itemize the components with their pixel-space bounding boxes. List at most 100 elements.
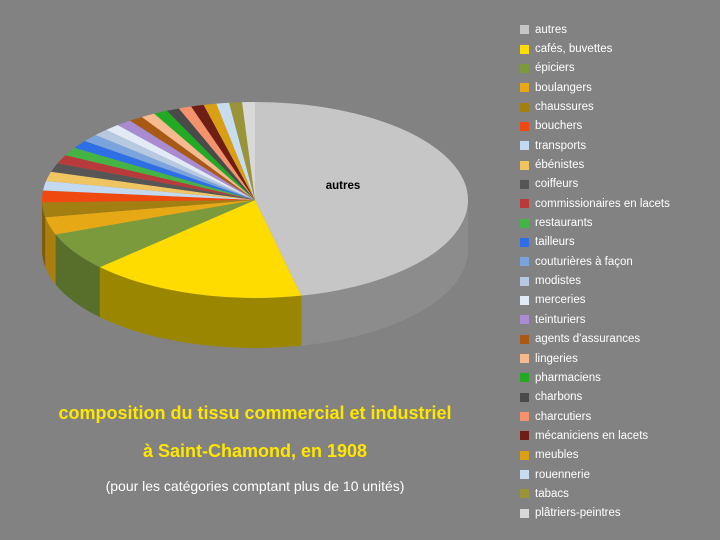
slice-side-boulangers	[45, 217, 56, 285]
legend-label: charcutiers	[535, 410, 592, 423]
slice-charcutiers	[178, 106, 255, 200]
legend-swatch	[520, 141, 529, 151]
legend-swatch	[520, 218, 529, 228]
legend-item-couturieres-a-facon: couturières à façon	[520, 252, 715, 271]
legend-label: teinturiers	[535, 313, 586, 326]
legend: autres cafés, buvettes épiciers boulangers c…	[520, 20, 715, 523]
slice-modistes	[95, 129, 256, 200]
slice-label-autres: autres	[326, 180, 361, 192]
legend-label: autres	[535, 23, 567, 36]
legend-item-platriers-peintres: plâtriers-peintres	[520, 504, 715, 523]
slice-boulangers	[45, 200, 255, 235]
slice-tabacs	[229, 102, 255, 200]
legend-label: tailleurs	[535, 236, 575, 249]
legend-item-merceries: merceries	[520, 291, 715, 310]
legend-label: cafés, buvettes	[535, 43, 613, 56]
legend-swatch	[520, 121, 529, 131]
legend-label: bouchers	[535, 120, 583, 133]
legend-item-tabacs: tabacs	[520, 484, 715, 503]
legend-swatch	[520, 431, 529, 441]
slice-cafes-buvettes	[99, 200, 302, 298]
legend-swatch	[520, 354, 529, 364]
slice-platriers-peintres	[242, 102, 255, 200]
legend-swatch	[520, 508, 529, 518]
legend-label: tabacs	[535, 487, 569, 500]
slice-tailleurs	[74, 141, 255, 200]
legend-swatch	[520, 315, 529, 325]
legend-label: mécaniciens en lacets	[535, 429, 649, 442]
slice-couturieres-a-facon	[84, 135, 255, 200]
legend-swatch	[520, 257, 529, 267]
slice-autres	[255, 102, 468, 296]
legend-label: charbons	[535, 391, 583, 404]
legend-item-transports: transports	[520, 136, 715, 155]
legend-item-chaussures: chaussures	[520, 97, 715, 116]
legend-swatch	[520, 83, 529, 93]
legend-item-autres: autres	[520, 20, 715, 39]
legend-swatch	[520, 199, 529, 209]
legend-swatch	[520, 25, 529, 35]
legend-item-lingeries: lingeries	[520, 349, 715, 368]
legend-item-agents-d-assurances: agents d'assurances	[520, 330, 715, 349]
chart-title-line2: à Saint-Chamond, en 1908	[142, 441, 368, 461]
legend-item-tailleurs: tailleurs	[520, 233, 715, 252]
legend-label: meubles	[535, 449, 579, 462]
legend-item-bouchers: bouchers	[520, 117, 715, 136]
legend-label: boulangers	[535, 81, 592, 94]
legend-label: transports	[535, 139, 587, 152]
legend-label: coiffeurs	[535, 178, 579, 191]
slice-pharmaciens	[154, 110, 255, 200]
legend-item-charbons: charbons	[520, 388, 715, 407]
slice-epiciers	[55, 200, 255, 268]
legend-item-boulangers: boulangers	[520, 78, 715, 97]
slice-mecaniciens-en-lacets	[191, 104, 255, 200]
legend-item-commissionaires-en-lacets: commissionaires en lacets	[520, 194, 715, 213]
legend-swatch	[520, 179, 529, 189]
slice-rouennerie	[216, 102, 255, 200]
legend-item-mecaniciens-en-lacets: mécaniciens en lacets	[520, 426, 715, 445]
slice-ebenistes	[46, 171, 256, 200]
legend-label: agents d'assurances	[535, 333, 641, 346]
legend-item-pharmaciens: pharmaciens	[520, 368, 715, 387]
legend-item-ebenistes: ébénistes	[520, 155, 715, 174]
chart-subtitle: (pour les catégories comptant plus de 10…	[105, 478, 405, 494]
legend-item-rouennerie: rouennerie	[520, 465, 715, 484]
slice-teinturiers	[117, 120, 256, 200]
legend-label: couturières à façon	[535, 255, 633, 268]
pie-top	[42, 102, 468, 298]
pie-chart: autres	[42, 102, 468, 348]
legend-swatch	[520, 295, 529, 305]
slice-charbons	[166, 108, 255, 200]
legend-swatch	[520, 237, 529, 247]
slice-lingeries	[141, 113, 255, 200]
legend-swatch	[520, 489, 529, 499]
legend-swatch	[520, 373, 529, 383]
legend-swatch	[520, 334, 529, 344]
slice-commissionaires-en-lacets	[57, 155, 255, 200]
legend-item-restaurants: restaurants	[520, 213, 715, 232]
pie-sides	[42, 200, 468, 348]
chart-title-line1: composition du tissu commercial et indus…	[58, 403, 452, 423]
legend-item-charcutiers: charcutiers	[520, 407, 715, 426]
legend-swatch	[520, 44, 529, 54]
slice-side-autres	[301, 200, 468, 346]
slice-side-chaussures	[42, 202, 46, 268]
legend-label: chaussures	[535, 101, 594, 114]
legend-label: modistes	[535, 275, 582, 288]
legend-item-cafes-buvettes: cafés, buvettes	[520, 39, 715, 58]
legend-label: pharmaciens	[535, 371, 601, 384]
legend-item-coiffeurs: coiffeurs	[520, 175, 715, 194]
slice-agents-d-assurances	[130, 116, 255, 200]
legend-label: rouennerie	[535, 468, 590, 481]
legend-swatch	[520, 63, 529, 73]
legend-label: merceries	[535, 294, 586, 307]
slice-restaurants	[65, 147, 255, 200]
legend-label: restaurants	[535, 217, 593, 230]
legend-label: plâtriers-peintres	[535, 507, 621, 520]
slice-chaussures	[42, 200, 256, 218]
legend-swatch	[520, 450, 529, 460]
slice-meubles	[203, 103, 255, 200]
slice-bouchers	[42, 190, 255, 203]
legend-swatch	[520, 102, 529, 112]
legend-item-teinturiers: teinturiers	[520, 310, 715, 329]
